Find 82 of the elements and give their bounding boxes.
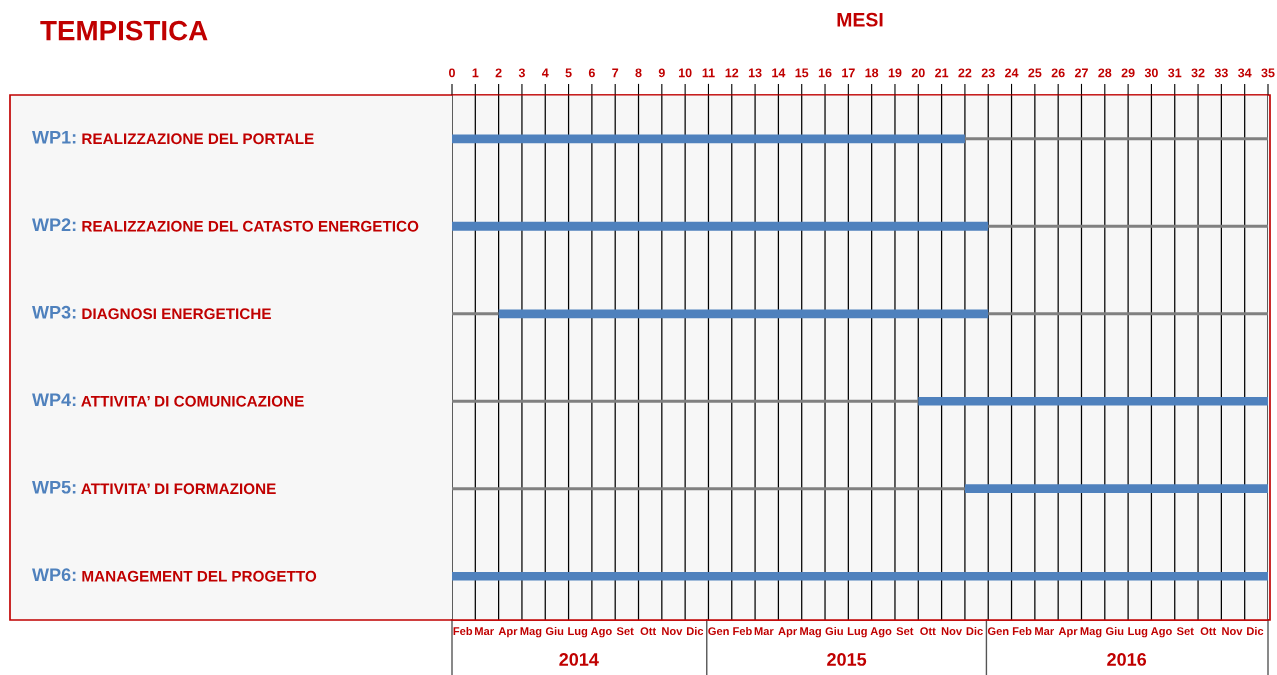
x-axis-title: MESI — [837, 12, 883, 27]
x-tick-label: 12 — [725, 68, 739, 78]
x-tick-label: 23 — [981, 68, 995, 78]
x-tick-label: 25 — [1028, 68, 1042, 78]
x-tick-label: 27 — [1074, 68, 1088, 78]
text: 2015 — [827, 653, 867, 666]
x-tick-label: 14 — [772, 68, 786, 78]
x2-tick-label: Ott — [920, 627, 936, 636]
x2-tick-label: Feb — [1012, 626, 1032, 636]
x-tick-label: 17 — [842, 68, 855, 78]
x2-tick-label: Nov — [1222, 627, 1243, 636]
x-tick-label: 0 — [449, 68, 455, 78]
x2-tick-label: Ott — [640, 627, 657, 636]
x2-tick-label: Mag — [800, 627, 821, 638]
x-tick-label: 9 — [658, 68, 665, 78]
y-tick-label: WP2: REALIZZAZIONE DEL CATASTO ENERGETICO — [32, 218, 419, 232]
x-tick-label: 31 — [1168, 68, 1182, 78]
x2-tick-label: Dic — [1247, 626, 1264, 636]
x2-tick-label: Ago — [590, 627, 612, 638]
y-tick-label: WP5: ATTIVITA’ DI FORMAZIONE — [32, 481, 276, 495]
x-tick-label: 19 — [888, 68, 902, 78]
x-tick-label: 3 — [518, 68, 525, 78]
x-tick-label: 30 — [1144, 68, 1158, 78]
x2-tick-label: Apr — [1058, 627, 1078, 638]
x-tick-label: 13 — [748, 68, 762, 78]
x-tick-label: 26 — [1051, 68, 1065, 78]
x2-tick-label: Ago — [870, 627, 892, 638]
x-tick-label: 11 — [702, 68, 715, 78]
x2-tick-label: Giu — [1105, 626, 1124, 636]
x2-tick-label: Lug — [568, 627, 588, 638]
text: 2014 — [559, 653, 599, 666]
x2-tick-label: Ago — [1150, 627, 1172, 638]
x-tick-label: 16 — [818, 68, 832, 78]
x2-tick-label: Mar — [1035, 627, 1054, 636]
x2-tick-label: Lug — [847, 627, 867, 638]
y-tick-label: WP6: MANAGEMENT DEL PROGETTO — [32, 568, 317, 582]
x-tick-label: 6 — [588, 68, 595, 78]
x-tick-label: 2 — [495, 68, 502, 78]
x2-tick-label: Dic — [686, 626, 704, 636]
x2-tick-label: Feb — [733, 626, 752, 636]
x-tick-label: 20 — [911, 68, 925, 78]
x-tick-label: 24 — [1005, 68, 1019, 78]
x-tick-label: 28 — [1098, 68, 1112, 78]
x-tick-label: 35 — [1261, 68, 1275, 78]
x-tick-label: 15 — [795, 68, 809, 78]
y-tick-label: WP1: REALIZZAZIONE DEL PORTALE — [32, 131, 314, 145]
y-tick-label: WP4: ATTIVITA’ DI COMUNICAZIONE — [32, 393, 304, 407]
x-tick-label: 18 — [865, 68, 879, 78]
x2-tick-label: Set — [896, 627, 914, 636]
x2-tick-label: Giu — [545, 626, 564, 636]
x2-tick-label: Feb — [453, 626, 473, 636]
text: 2016 — [1107, 653, 1147, 666]
x2-tick-label: Giu — [825, 626, 843, 636]
x-tick-label: 34 — [1238, 68, 1252, 78]
x2-tick-label: Gen — [708, 627, 729, 636]
x2-tick-label: Mag — [1080, 627, 1102, 638]
y-tick-label: WP3: DIAGNOSI ENERGETICHE — [32, 305, 271, 320]
x2-tick-label: Nov — [941, 627, 963, 636]
x2-tick-label: Apr — [498, 627, 518, 638]
x-tick-label: 1 — [472, 68, 479, 78]
x2-tick-label: Mar — [754, 627, 774, 636]
x2-tick-label: Ott — [1200, 627, 1217, 636]
x2-tick-label: Lug — [1128, 627, 1148, 638]
x-tick-label: 33 — [1214, 68, 1228, 78]
x-tick-label: 32 — [1191, 68, 1205, 78]
x2-tick-label: Set — [616, 627, 634, 636]
x-tick-label: 10 — [678, 68, 692, 78]
x2-tick-label: Set — [1176, 627, 1194, 636]
x-tick-label: 22 — [958, 68, 972, 78]
x2-tick-label: Mag — [520, 627, 542, 638]
x2-tick-label: Mar — [475, 627, 494, 636]
x-tick-label: 5 — [565, 68, 572, 78]
x-tick-label: 29 — [1121, 68, 1135, 78]
text: TEMPISTICA — [40, 20, 208, 41]
x2-tick-label: Nov — [662, 627, 683, 636]
x-tick-label: 21 — [935, 68, 949, 78]
x2-tick-label: Apr — [778, 627, 797, 638]
x2-tick-label: Dic — [966, 626, 983, 636]
x-tick-label: 8 — [635, 68, 642, 78]
x2-tick-label: Gen — [987, 627, 1009, 636]
x-tick-label: 7 — [612, 68, 619, 78]
x-tick-label: 4 — [541, 68, 549, 78]
